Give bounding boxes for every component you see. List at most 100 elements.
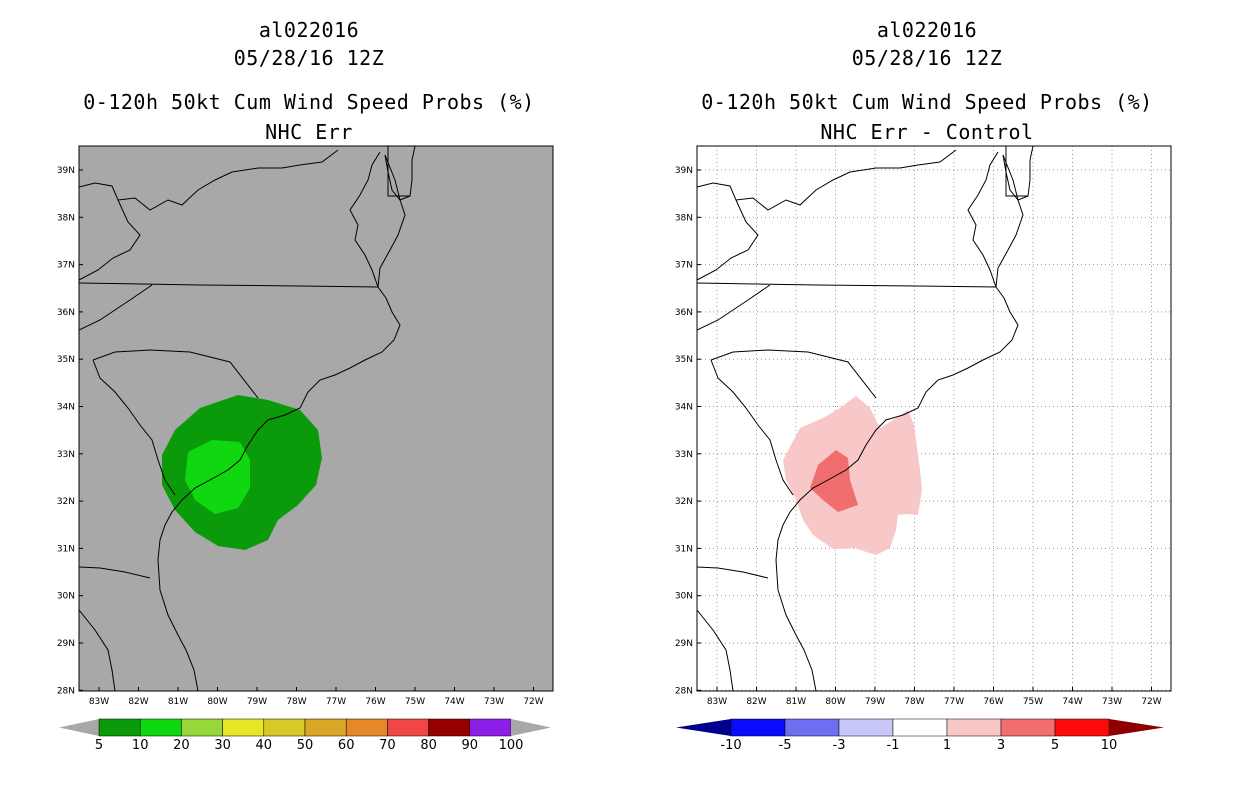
colorbar-swatch [222, 718, 265, 737]
prob-contour-10 [185, 440, 250, 514]
lat-label: 31N [57, 544, 75, 554]
lat-label: 33N [675, 450, 693, 460]
colorbar-swatch [469, 718, 512, 737]
left-colorbar: 5 10 20 30 40 50 60 70 80 90 100 [59, 718, 551, 753]
lon-label: 80W [207, 697, 227, 707]
colorbar-swatch [387, 718, 429, 737]
lon-label: 77W [326, 697, 346, 707]
colorbar-label: 60 [338, 738, 355, 753]
colorbar-swatch [139, 718, 182, 737]
colorbar-label: 5 [95, 738, 103, 753]
colorbar-swatch [730, 718, 786, 737]
lon-label: 75W [405, 697, 425, 707]
storm-id: al022016 [258, 18, 360, 42]
lon-label: 82W [128, 697, 148, 707]
lat-label: 35N [57, 355, 75, 365]
map-grid [697, 146, 1171, 691]
lat-label: 30N [675, 592, 693, 602]
coastline-borders [697, 146, 1034, 691]
right-colorbar: -10 -5 -3 -1 1 3 5 10 [676, 718, 1164, 753]
left-map-svg: 39N 38N 37N 36N 35N 34N 33N 32N 31N 30N 29N 28N 83W… [57, 145, 554, 753]
lon-label: 77W [944, 697, 964, 707]
colorbar-swatch [784, 718, 840, 737]
lat-label: 29N [675, 639, 693, 649]
map-background [79, 146, 553, 691]
lon-label: 78W [904, 697, 924, 707]
colorbar-label: 80 [420, 738, 437, 753]
lon-axis: 83W 82W 81W 80W 79W 78W 77W 76W 75W 74W 73W 72W [89, 687, 544, 707]
diff-contour-3-5 [810, 450, 858, 512]
lat-label: 37N [57, 261, 75, 271]
colorbar-swatch [263, 718, 306, 737]
colorbar-label: -1 [887, 738, 900, 753]
forecast-date: 05/28/16 12Z [851, 46, 1003, 70]
product-title: 0-120h 50kt Cum Wind Speed Probs (%) [83, 90, 535, 114]
colorbar-swatch [304, 718, 347, 737]
lat-label: 31N [675, 544, 693, 554]
lon-label: 73W [1102, 697, 1122, 707]
colorbar-label: 100 [499, 738, 524, 753]
product-title: 0-120h 50kt Cum Wind Speed Probs (%) [701, 90, 1153, 114]
lat-label: 34N [675, 403, 693, 413]
forecast-date: 05/28/16 12Z [233, 46, 385, 70]
colorbar-label: -10 [720, 738, 741, 753]
lat-label: 39N [675, 166, 693, 176]
colorbar-label: 30 [214, 738, 231, 753]
coastline-borders [79, 146, 416, 691]
lat-label: 30N [57, 592, 75, 602]
colorbar-swatch [1000, 718, 1056, 737]
lon-label: 80W [825, 697, 845, 707]
lon-label: 75W [1023, 697, 1043, 707]
lat-label: 38N [675, 213, 693, 223]
colorbar-label: -5 [779, 738, 792, 753]
lat-label: 34N [57, 403, 75, 413]
lat-label: 37N [675, 261, 693, 271]
colorbar-end-low [59, 719, 99, 736]
lat-label: 36N [57, 308, 75, 318]
colorbar-swatch [98, 718, 141, 737]
colorbar-label: 40 [256, 738, 273, 753]
right-panel: al022016 05/28/16 12Z 0-120h 50kt Cum Wi… [618, 0, 1236, 800]
lon-label: 82W [746, 697, 766, 707]
lat-axis: 39N 38N 37N 36N 35N 34N 33N 32N 31N 30N 29N 28N [57, 166, 83, 696]
lon-axis: 83W 82W 81W 80W 79W 78W 77W 76W 75W 74W 73W 72W [707, 687, 1162, 707]
colorbar-end-low [676, 719, 731, 736]
colorbar-label: 5 [1051, 738, 1059, 753]
colorbar-label: 90 [462, 738, 479, 753]
colorbar-label: -3 [833, 738, 846, 753]
lat-label: 39N [57, 166, 75, 176]
lon-label: 76W [983, 697, 1003, 707]
storm-id: al022016 [876, 18, 978, 42]
colorbar-label: 1 [943, 738, 951, 753]
colorbar-swatch [892, 718, 948, 737]
map-frame [78, 145, 554, 692]
diff-contour-1-3 [783, 396, 922, 555]
lon-label: 83W [89, 697, 109, 707]
lat-label: 38N [57, 213, 75, 223]
map-frame [696, 145, 1172, 692]
colorbar-label: 10 [132, 738, 149, 753]
lat-label: 35N [675, 355, 693, 365]
map-background [697, 146, 1171, 691]
lat-label: 32N [675, 497, 693, 507]
colorbar-swatch [838, 718, 894, 737]
lat-label: 32N [57, 497, 75, 507]
lat-axis: 39N 38N 37N 36N 35N 34N 33N 32N 31N 30N 29N 28N [675, 166, 701, 696]
colorbar-end-high [1109, 719, 1164, 736]
colorbar-label: 10 [1101, 738, 1118, 753]
lon-label: 74W [444, 697, 464, 707]
right-map-svg: 39N 38N 37N 36N 35N 34N 33N 32N 31N 30N 29N 28N 83W… [675, 145, 1172, 753]
lon-label: 74W [1062, 697, 1082, 707]
lat-label: 28N [57, 686, 75, 696]
lon-label: 72W [1141, 697, 1161, 707]
lat-label: 28N [675, 686, 693, 696]
colorbar-label: 50 [297, 738, 314, 753]
lon-label: 79W [247, 697, 267, 707]
colorbar-swatch [181, 718, 223, 737]
lon-label: 78W [286, 697, 306, 707]
colorbar-end-high [511, 719, 551, 736]
panel-subtitle: NHC Err [265, 120, 353, 144]
lon-label: 83W [707, 697, 727, 707]
lat-label: 33N [57, 450, 75, 460]
lon-label: 81W [786, 697, 806, 707]
